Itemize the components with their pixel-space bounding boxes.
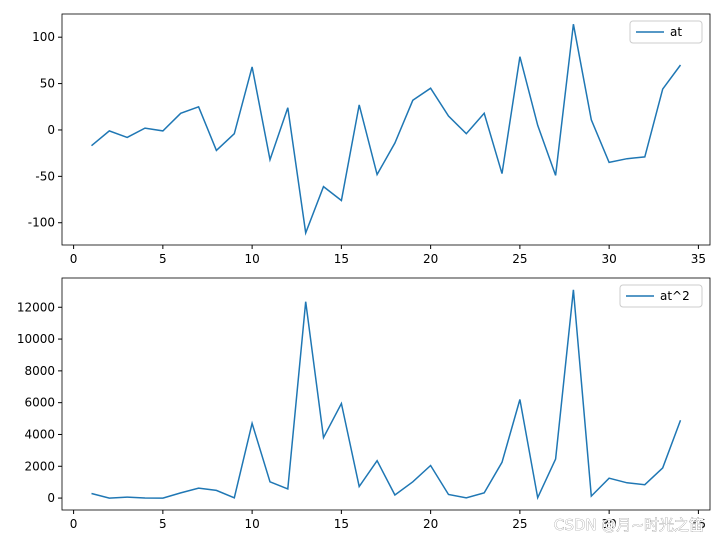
x-tick-label: 10 — [244, 252, 259, 266]
x-tick-label: 20 — [423, 252, 438, 266]
y-tick-label: -100 — [28, 216, 55, 230]
y-tick-label: 100 — [32, 30, 55, 44]
legend-label: at — [670, 25, 682, 39]
y-tick-label: 8000 — [24, 364, 55, 378]
y-tick-label: 4000 — [24, 427, 55, 441]
axes-frame — [61, 277, 711, 511]
y-tick-label: 10000 — [17, 332, 55, 346]
legend-box — [629, 20, 703, 44]
x-tick-label: 35 — [691, 252, 706, 266]
watermark: CSDN @月~时光之笛 — [554, 516, 704, 534]
y-tick-label: 6000 — [24, 396, 55, 410]
x-tick-label: 0 — [70, 517, 78, 531]
x-tick-label: 10 — [244, 517, 259, 531]
x-tick-label: 15 — [334, 517, 349, 531]
y-tick-label: 0 — [47, 491, 55, 505]
x-tick-label: 20 — [423, 517, 438, 531]
x-tick-label: 35 — [691, 517, 706, 531]
x-tick-label: 25 — [512, 517, 527, 531]
series-line — [91, 24, 682, 236]
series-line — [91, 289, 682, 501]
axes-frame — [61, 13, 711, 246]
y-tick-label: 0 — [47, 123, 55, 137]
y-tick-label: -50 — [35, 169, 55, 183]
x-tick-label: 30 — [601, 517, 616, 531]
x-tick-label: 0 — [70, 252, 78, 266]
x-tick-label: 5 — [159, 517, 167, 531]
x-tick-label: 5 — [159, 252, 167, 266]
legend-label: at^2 — [660, 289, 690, 303]
x-tick-label: 15 — [334, 252, 349, 266]
y-tick-label: 12000 — [17, 300, 55, 314]
x-tick-label: 30 — [601, 252, 616, 266]
x-tick-label: 25 — [512, 252, 527, 266]
y-tick-label: 50 — [40, 77, 55, 91]
legend-box — [619, 284, 703, 308]
y-tick-label: 2000 — [24, 459, 55, 473]
